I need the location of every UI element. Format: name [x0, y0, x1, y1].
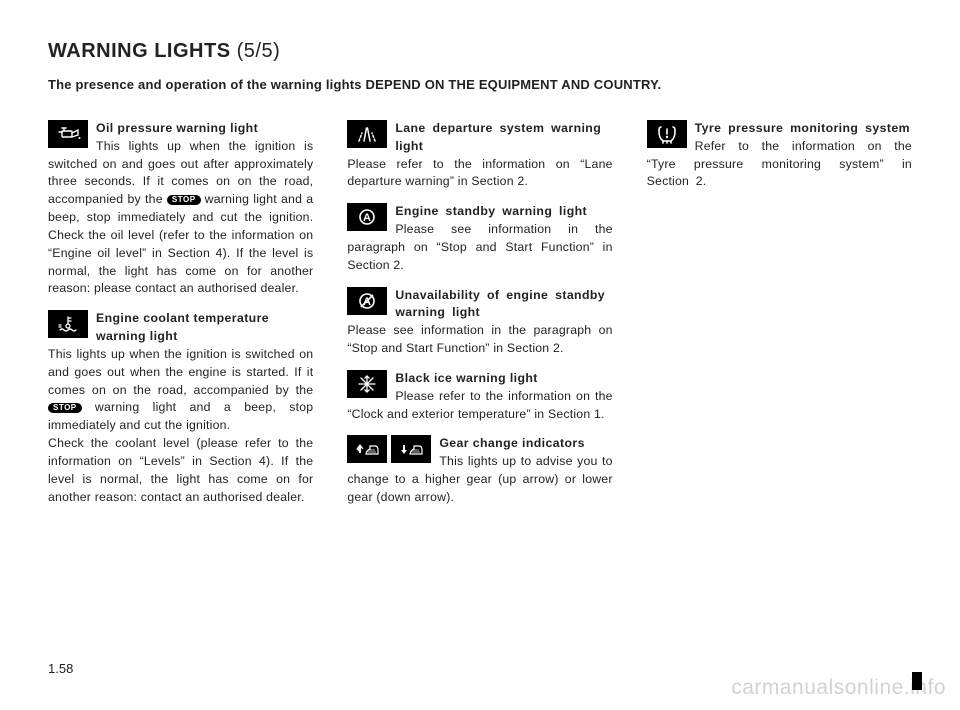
item-oil-pressure: Oil pressure warning light This lights u… [48, 120, 313, 298]
gear-change-icons [347, 435, 431, 463]
thermometer-icon [48, 310, 88, 338]
oil-title: Oil pressure warning light [96, 121, 258, 135]
column-1: Oil pressure warning light This lights u… [48, 120, 313, 519]
item-coolant: Engine coolant temperature warning light… [48, 310, 313, 506]
gear-up-icon [347, 435, 387, 463]
watermark: carmanualsonline.info [731, 676, 946, 700]
stop-icon: STOP [167, 195, 201, 205]
standby-off-title: Unavailability of engine standby warning… [395, 288, 605, 320]
engine-standby-icon: A [347, 203, 387, 231]
svg-text:A: A [363, 212, 371, 224]
item-ice: Black ice warning light Please refer to … [347, 370, 612, 423]
title-suffix: (5/5) [237, 40, 281, 62]
engine-standby-off-icon: A [347, 287, 387, 315]
item-tyre: Tyre pressure monitoring system Refer to… [647, 120, 912, 191]
manual-page: WARNING LIGHTS (5/5) The presence and op… [0, 0, 960, 519]
standby-title: Engine standby warning light [395, 204, 587, 218]
column-3: Tyre pressure monitoring system Refer to… [647, 120, 912, 519]
coolant-text-1: This lights up when the ignition is swit… [48, 346, 313, 435]
lane-title: Lane departure system warning light [395, 121, 601, 153]
ice-title: Black ice warning light [395, 371, 537, 385]
page-number: 1.58 [48, 661, 73, 676]
column-2: Lane departure system warning light Plea… [347, 120, 612, 519]
gear-title: Gear change indicators [439, 436, 584, 450]
item-gear: Gear change indicators This lights up to… [347, 435, 612, 506]
lane-departure-icon [347, 120, 387, 148]
page-title: WARNING LIGHTS (5/5) [48, 40, 912, 63]
item-lane: Lane departure system warning light Plea… [347, 120, 612, 191]
tyre-title: Tyre pressure monitoring system [695, 121, 910, 135]
item-standby: A Engine standby warning light Please se… [347, 203, 612, 274]
item-standby-off: A Unavailability of engine standby warni… [347, 287, 612, 358]
coolant-text-2: Check the coolant level (please refer to… [48, 435, 313, 506]
snowflake-icon [347, 370, 387, 398]
coolant-title: Engine coolant temperature warning light [96, 311, 269, 343]
oil-can-icon [48, 120, 88, 148]
gear-down-icon [391, 435, 431, 463]
page-subtitle: The presence and operation of the warnin… [48, 77, 912, 92]
tyre-pressure-icon [647, 120, 687, 148]
standby-off-text: Please see information in the paragraph … [347, 322, 612, 358]
title-main: WARNING LIGHTS [48, 40, 231, 62]
lane-text: Please refer to the information on “Lane… [347, 156, 612, 192]
oil-text: This lights up when the ignition is swit… [48, 138, 313, 298]
stop-icon: STOP [48, 403, 82, 413]
content-columns: Oil pressure warning light This lights u… [48, 120, 912, 519]
